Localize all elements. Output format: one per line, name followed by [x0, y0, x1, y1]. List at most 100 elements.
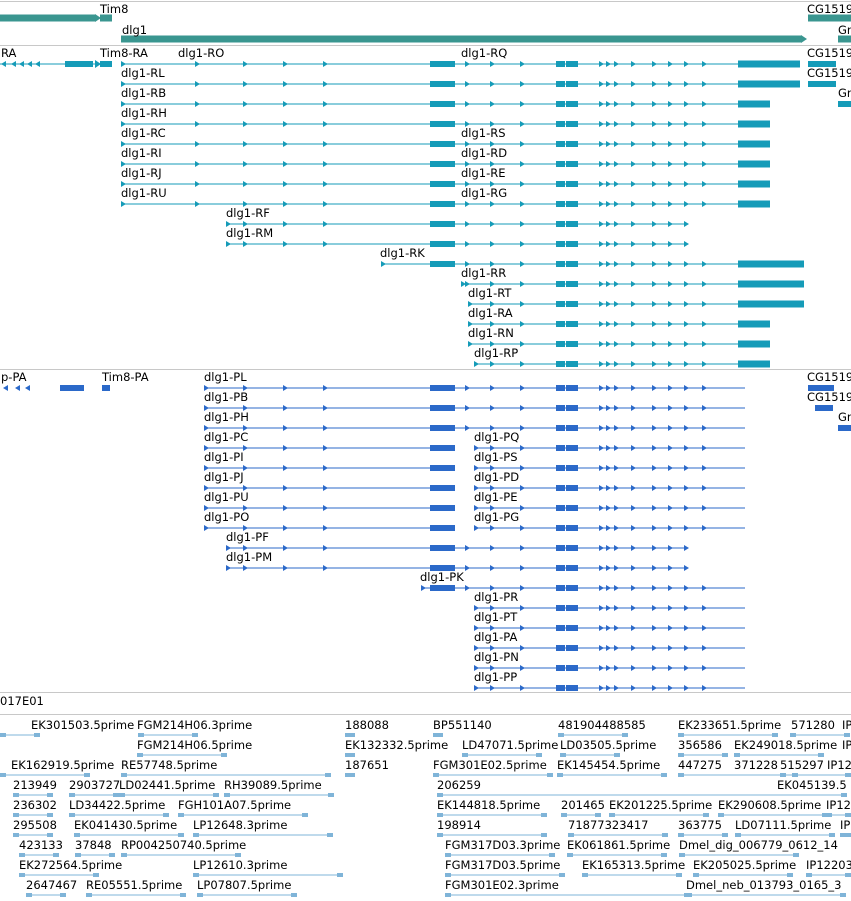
est-label[interactable]: RP004250740.5prime	[121, 838, 247, 852]
est-label[interactable]: EK165313.5prime	[582, 858, 686, 872]
transcript-label[interactable]: dlg1-RJ	[121, 166, 162, 180]
transcript-label[interactable]: dlg1-RH	[121, 106, 167, 120]
protein-label[interactable]: dlg1-PC	[204, 430, 249, 444]
transcript-label[interactable]: dlg1-RO	[178, 46, 225, 60]
est-label[interactable]: 201465	[561, 798, 605, 812]
protein-label[interactable]: dlg1-PK	[420, 570, 464, 584]
transcript-label[interactable]: dlg1-RT	[468, 286, 512, 300]
protein-label[interactable]: dlg1-PL	[204, 370, 247, 384]
protein-label[interactable]: dlg1-PN	[474, 650, 519, 664]
gene-label-dlg1[interactable]: dlg1	[122, 23, 148, 37]
est-label[interactable]: 371228	[734, 758, 778, 772]
est-label[interactable]: EK162919.5prime	[11, 758, 115, 772]
est-label[interactable]: 198914	[437, 818, 481, 832]
protein-label[interactable]: dlg1-PI	[204, 450, 244, 464]
est-label[interactable]: FGM214H06.5prime	[137, 738, 253, 752]
est-label[interactable]: EK045139.5	[777, 778, 847, 792]
protein-label[interactable]: dlg1-PR	[474, 590, 519, 604]
transcript-label[interactable]: CG1519	[807, 46, 851, 60]
est-label[interactable]: IP12203	[806, 858, 851, 872]
transcript-label[interactable]: dlg1-RD	[461, 146, 508, 160]
transcript-label[interactable]: dlg1-RL	[121, 66, 165, 80]
est-label[interactable]: Dmel_dig_006779_0612_14	[679, 838, 838, 852]
est-label[interactable]: EK041430.5prime	[74, 818, 178, 832]
est-label[interactable]: RE05551.5prime	[86, 878, 183, 892]
est-label[interactable]: 187651	[345, 758, 389, 772]
transcript-label[interactable]: Tim8-RA	[100, 46, 148, 60]
transcript-label[interactable]: CG1519	[807, 66, 851, 80]
est-label[interactable]: LP12610.3prime	[193, 858, 288, 872]
est-label[interactable]: 236302	[13, 798, 57, 812]
transcript-label[interactable]: dlg1-RN	[468, 326, 514, 340]
protein-label[interactable]: dlg1-PF	[226, 530, 269, 544]
protein-label[interactable]: dlg1-PM	[226, 550, 273, 564]
est-label[interactable]: 481904488585	[558, 718, 646, 732]
est-label[interactable]: LD34422.5prime	[69, 798, 166, 812]
est-label[interactable]: 71877323417	[568, 818, 649, 832]
est-label[interactable]: FGM301E02.5prime	[433, 758, 547, 772]
transcript-label[interactable]: dlg1-RF	[226, 206, 270, 220]
est-label[interactable]: LD07111.5prime	[735, 818, 832, 832]
est-label[interactable]: EK272564.5prime	[19, 858, 123, 872]
transcript-label[interactable]: dlg1-RS	[461, 126, 506, 140]
transcript-label[interactable]: dlg1-RC	[121, 126, 166, 140]
transcript-label[interactable]: dlg1-RU	[121, 186, 167, 200]
est-label[interactable]: 363775	[678, 818, 722, 832]
est-label[interactable]: LD02441.5prime	[119, 778, 216, 792]
est-label[interactable]: FGM301E02.3prime	[445, 878, 559, 892]
est-label[interactable]: 447275	[678, 758, 722, 772]
protein-label[interactable]: dlg1-PQ	[474, 430, 520, 444]
est-label[interactable]: EK145454.5prime	[557, 758, 661, 772]
est-label[interactable]: IP	[840, 818, 851, 832]
est-label[interactable]: LP12648.3prime	[193, 818, 288, 832]
est-label[interactable]: Dmel_neb_013793_0165_3	[686, 878, 842, 892]
protein-label[interactable]: dlg1-PG	[474, 510, 520, 524]
protein-label[interactable]: dlg1-PS	[474, 450, 518, 464]
est-label[interactable]: 206259	[437, 778, 481, 792]
est-label[interactable]: EK249018.5prime	[734, 738, 838, 752]
est-label[interactable]: FGM214H06.3prime	[137, 718, 253, 732]
protein-label[interactable]: dlg1-PT	[474, 610, 518, 624]
est-label[interactable]: IP1	[842, 738, 851, 752]
clone-label[interactable]: 017E01	[0, 694, 44, 708]
est-label[interactable]: EK290608.5prime	[718, 798, 822, 812]
est-label[interactable]: LP07807.5prime	[197, 878, 292, 892]
gene-label-cg1519[interactable]: CG1519	[807, 2, 851, 16]
protein-label[interactable]: Tim8-PA	[102, 370, 149, 384]
est-label[interactable]: 295508	[13, 818, 57, 832]
est-label[interactable]: 571280	[791, 718, 835, 732]
transcript-label[interactable]: dlg1-RK	[380, 246, 425, 260]
transcript-label[interactable]: dlg1-RQ	[461, 46, 508, 60]
est-label[interactable]: LD03505.5prime	[560, 738, 657, 752]
protein-label[interactable]: Gr	[838, 410, 851, 424]
est-label[interactable]: 515297	[780, 758, 824, 772]
transcript-label[interactable]: dlg1-RP	[474, 346, 519, 360]
est-label[interactable]: FGM317D03.5prime	[445, 858, 561, 872]
est-label[interactable]: IP1	[842, 718, 851, 732]
est-label[interactable]: EK144818.5prime	[437, 798, 541, 812]
protein-label[interactable]: dlg1-PJ	[204, 470, 244, 484]
est-label[interactable]: RH39089.5prime	[224, 778, 322, 792]
protein-label[interactable]: dlg1-PP	[474, 670, 518, 684]
protein-label[interactable]: dlg1-PH	[204, 410, 249, 424]
est-label[interactable]: 188088	[345, 718, 389, 732]
est-label[interactable]: IP12	[827, 758, 851, 772]
transcript-label[interactable]: RA	[1, 46, 17, 60]
est-label[interactable]: EK201225.5prime	[609, 798, 713, 812]
est-label[interactable]: RE57748.5prime	[121, 758, 218, 772]
transcript-label[interactable]: Gr	[838, 86, 851, 100]
protein-label[interactable]: dlg1-PU	[204, 490, 249, 504]
protein-label[interactable]: dlg1-PD	[474, 470, 520, 484]
protein-label[interactable]: dlg1-PA	[474, 630, 518, 644]
gene-label-tim8[interactable]: Tim8	[100, 2, 129, 16]
est-label[interactable]: EK301503.5prime	[31, 718, 135, 732]
protein-label[interactable]: dlg1-PO	[204, 510, 250, 524]
protein-label[interactable]: CG1519	[807, 390, 851, 404]
est-label[interactable]: EK061861.5prime	[567, 838, 671, 852]
est-label[interactable]: IP12	[826, 798, 851, 812]
est-label[interactable]: EK233651.5prime	[678, 718, 782, 732]
est-label[interactable]: LD47071.5prime	[462, 738, 559, 752]
est-label[interactable]: BP551140	[433, 718, 492, 732]
protein-label[interactable]: p-PA	[1, 370, 27, 384]
transcript-label[interactable]: dlg1-RA	[468, 306, 513, 320]
